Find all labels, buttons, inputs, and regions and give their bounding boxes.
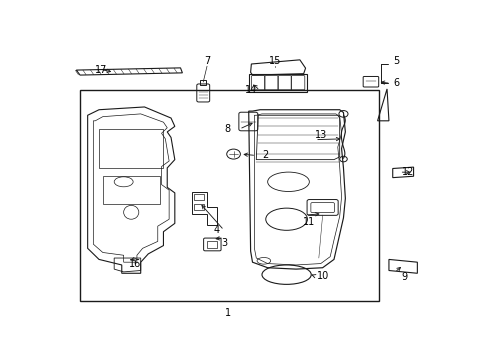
Text: 13: 13: [314, 130, 326, 140]
Text: 14: 14: [244, 85, 256, 95]
Bar: [248, 74, 307, 92]
Text: 12: 12: [401, 167, 413, 177]
Bar: [207, 241, 217, 248]
Text: 5: 5: [392, 56, 399, 66]
Text: 6: 6: [393, 78, 399, 89]
Text: 1: 1: [224, 309, 230, 319]
Bar: [102, 176, 159, 204]
Text: 15: 15: [268, 56, 281, 66]
Bar: [193, 204, 204, 210]
Text: 4: 4: [213, 225, 219, 235]
Text: 2: 2: [262, 150, 268, 161]
Text: 11: 11: [303, 217, 315, 227]
Bar: [200, 80, 206, 85]
Text: 7: 7: [203, 56, 210, 66]
Bar: [99, 129, 163, 168]
Bar: [193, 194, 204, 200]
Text: 8: 8: [224, 124, 230, 134]
Text: 16: 16: [129, 258, 141, 269]
Text: 10: 10: [316, 271, 328, 281]
Bar: [80, 90, 379, 301]
Text: 9: 9: [400, 273, 407, 283]
Text: 17: 17: [95, 64, 107, 75]
Text: 3: 3: [221, 238, 227, 248]
